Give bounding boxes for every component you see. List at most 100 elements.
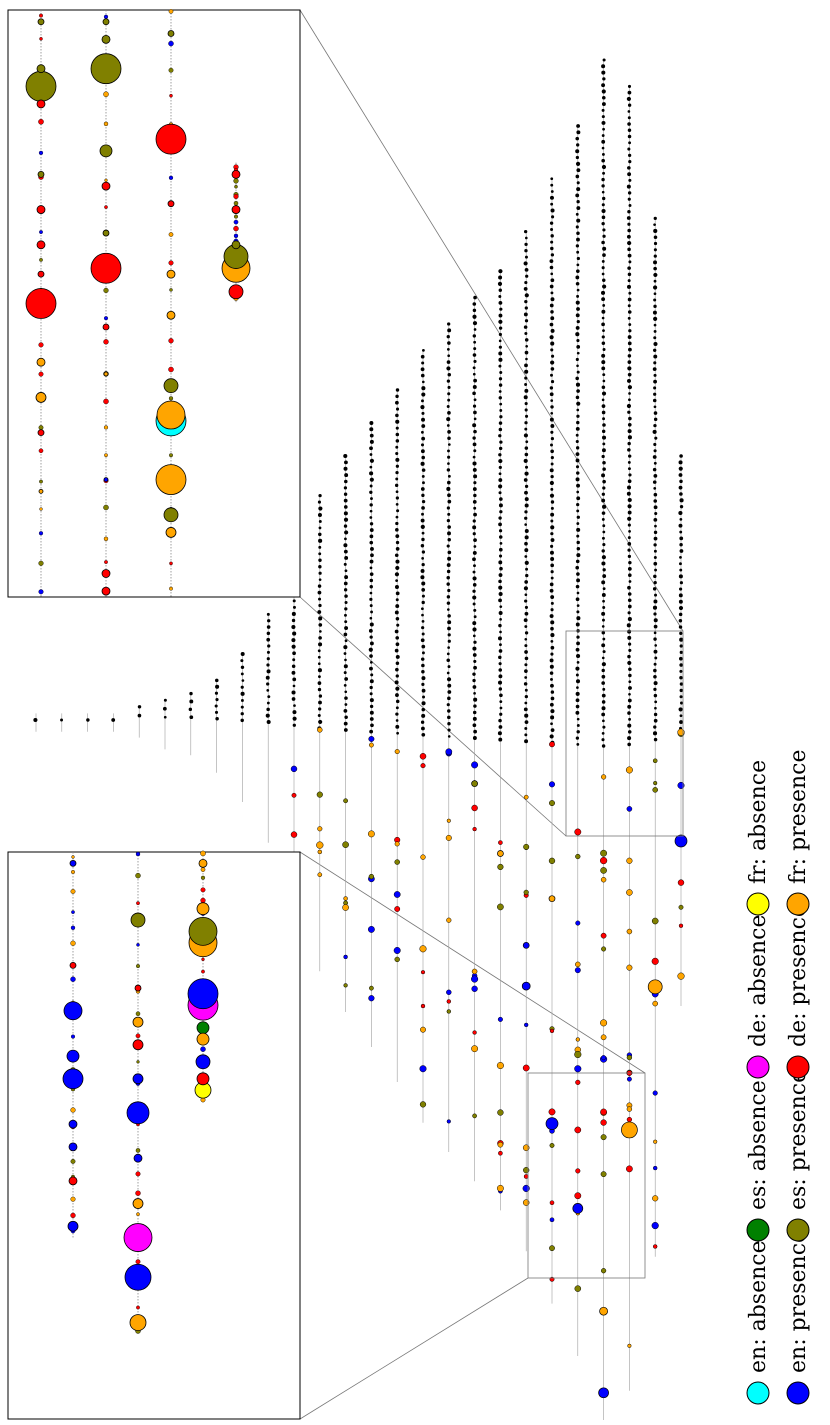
inset-node-small — [103, 121, 109, 127]
tree-node — [601, 134, 605, 137]
tree-node — [524, 529, 529, 533]
inset-node-small — [169, 288, 173, 292]
tree-node — [576, 522, 580, 525]
tree-node — [421, 531, 425, 535]
tree-node — [446, 595, 451, 599]
tree-node — [266, 719, 271, 725]
tree-node — [499, 700, 503, 704]
legend-label: en: absence — [746, 1240, 771, 1373]
tree-node — [395, 407, 400, 411]
inset-node — [196, 1021, 210, 1035]
inset-node — [132, 1073, 144, 1085]
tree-node — [111, 718, 116, 722]
tree-node — [498, 491, 502, 495]
tree-node — [394, 629, 399, 634]
tree-node — [627, 253, 632, 258]
tree-node-colored — [627, 1343, 632, 1348]
tree-node — [626, 184, 631, 189]
tree-node-colored — [651, 957, 659, 965]
inset-node-small — [103, 425, 109, 430]
tree-node — [447, 354, 451, 358]
tree-node — [601, 70, 606, 75]
tree-node — [473, 295, 477, 300]
tree-node — [601, 700, 606, 704]
tree-node — [369, 704, 374, 709]
tree-node — [369, 729, 374, 734]
tree-node — [215, 684, 220, 689]
inset-node — [195, 1054, 211, 1070]
tree-node — [498, 453, 502, 457]
tree-node — [395, 503, 399, 506]
tree-node — [344, 473, 349, 478]
tree-node — [267, 644, 271, 648]
tree-node — [473, 481, 477, 485]
tree-node — [549, 588, 554, 593]
tree-node — [472, 467, 477, 472]
tree-node-colored — [574, 1065, 582, 1073]
tree-node — [628, 323, 632, 326]
tree-node — [472, 436, 476, 440]
tree-node — [472, 736, 477, 740]
tree-node — [369, 698, 374, 703]
inset-node-small — [233, 225, 239, 232]
tree-node — [447, 499, 452, 504]
tree-node — [266, 688, 270, 692]
tree-node — [653, 580, 657, 585]
legend-item: de: absence — [746, 914, 771, 1079]
inset-node-small — [103, 398, 109, 405]
tree-node-colored — [653, 1165, 658, 1171]
inset-node-small — [71, 855, 75, 859]
tree-node — [601, 64, 606, 69]
legend-label: de: absence — [746, 914, 771, 1047]
tree-node — [369, 692, 373, 696]
inset-node-small — [38, 531, 44, 536]
tree-node — [266, 682, 270, 686]
tree-node — [627, 422, 632, 427]
tree-node-colored — [626, 1076, 632, 1082]
tree-node — [550, 316, 555, 321]
tree-node — [343, 543, 348, 548]
inset-node-small — [200, 875, 206, 880]
tree-node — [344, 479, 348, 484]
tree-node — [575, 666, 580, 671]
tree-node — [575, 225, 579, 229]
tree-node — [575, 622, 580, 627]
tree-node — [395, 471, 399, 475]
tree-node — [679, 663, 683, 667]
tree-node-colored — [497, 1109, 504, 1116]
tree-node — [653, 473, 658, 478]
tree-node — [137, 705, 142, 709]
tree-node — [344, 696, 348, 700]
tree-node — [472, 314, 477, 319]
tree-node — [420, 575, 425, 580]
tree-node-colored — [498, 840, 503, 845]
tree-node — [679, 542, 683, 547]
tree-node — [473, 512, 477, 517]
tree-node — [421, 607, 424, 611]
tree-node — [472, 557, 476, 562]
tree-node — [652, 480, 657, 484]
tree-node-colored — [548, 857, 556, 865]
tree-node — [395, 598, 399, 602]
tree-node — [523, 707, 528, 712]
tree-node — [473, 545, 477, 548]
tree-node — [627, 542, 632, 546]
tree-node — [369, 641, 374, 646]
tree-node — [318, 597, 322, 601]
tree-node — [499, 618, 502, 621]
tree-node — [602, 423, 606, 427]
tree-node — [524, 560, 529, 565]
tree-node-colored — [652, 758, 658, 764]
tree-node — [575, 244, 580, 248]
tree-node — [628, 416, 632, 421]
tree-node — [575, 559, 580, 564]
tree-node — [498, 364, 502, 368]
tree-node — [550, 620, 555, 625]
inset-node-small — [39, 479, 43, 484]
tree-node — [550, 423, 555, 428]
tree-node — [343, 684, 347, 687]
tree-node — [679, 701, 684, 705]
tree-node — [524, 376, 528, 380]
tree-node — [214, 691, 219, 695]
